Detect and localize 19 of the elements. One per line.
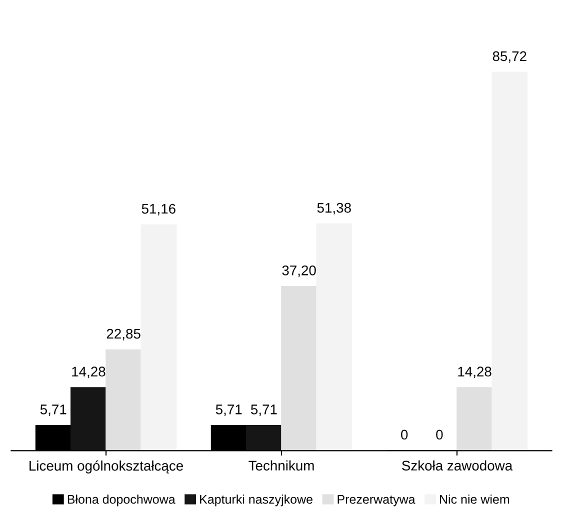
legend-label: Kapturki naszyjkowe (200, 494, 312, 506)
data-label: 51,16 (142, 204, 176, 216)
data-label: 0 (436, 430, 443, 440)
data-label: 14,28 (458, 366, 492, 378)
data-label: 51,38 (317, 202, 351, 214)
data-label: 14,28 (72, 366, 106, 378)
x-tick-label: Liceum ogólnokształcące (30, 460, 183, 474)
data-label: 0 (401, 430, 408, 440)
x-tick-label: Szkoła zawodowa (402, 460, 513, 471)
data-label: 37,20 (282, 265, 316, 277)
data-label: 85,72 (492, 51, 526, 63)
legend-label: Błona dopochwowa (68, 494, 176, 506)
x-tick-label: Technikum (248, 460, 314, 471)
data-label: 22,85 (106, 328, 140, 340)
data-label: 5,71 (250, 404, 277, 416)
data-label: 5,71 (40, 404, 66, 416)
data-label: 5,71 (216, 404, 242, 416)
legend-label: Nic nie wiem (440, 494, 510, 504)
legend-label: Prezerwatywa (338, 495, 416, 506)
